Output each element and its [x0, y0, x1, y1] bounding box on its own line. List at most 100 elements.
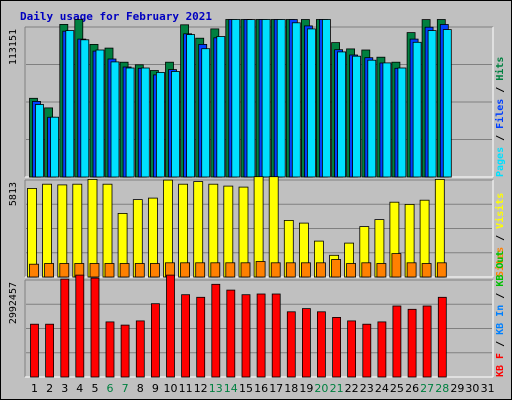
legend-entry: KB In — [495, 305, 506, 335]
bar-sites-day-5 — [89, 263, 100, 278]
legend-entry: Sites — [494, 247, 506, 277]
legend-entry: / — [495, 81, 506, 99]
bar-kb-f-day-7 — [120, 324, 130, 378]
legend-entry: Files — [494, 99, 506, 129]
x-tick-label-day-14: 14 — [224, 382, 238, 395]
bar-sites-day-16 — [255, 261, 266, 278]
bar-kb-f-day-2 — [45, 323, 54, 378]
bar-sites-day-3 — [59, 263, 70, 278]
bar-sites-day-22 — [346, 263, 357, 278]
legend-entry: / — [495, 129, 506, 147]
legend-entry: KB F — [495, 353, 506, 377]
bar-kb-f-day-11 — [181, 294, 191, 378]
x-tick-label-day-25: 25 — [390, 382, 404, 395]
bar-sites-day-28 — [436, 262, 447, 278]
x-tick-label-day-31: 31 — [481, 382, 495, 395]
x-tick-label-day-4: 4 — [76, 382, 83, 395]
legend-entry: Hits — [494, 57, 506, 81]
x-tick-label-day-28: 28 — [435, 382, 449, 395]
bar-sites-day-7 — [119, 263, 130, 278]
bar-sites-day-13 — [210, 262, 221, 278]
bar-visits-day-4 — [72, 183, 83, 278]
panel-3-ymax-label: 2992457 — [8, 282, 19, 324]
x-tick-label-day-3: 3 — [61, 382, 68, 395]
bar-pages-day-9 — [155, 72, 165, 178]
bar-sites-day-11 — [180, 262, 191, 278]
bar-visits-day-1 — [27, 187, 37, 278]
bar-pages-day-19 — [306, 28, 316, 178]
bar-visits-day-17 — [268, 176, 279, 278]
bar-sites-day-1 — [29, 263, 39, 278]
bar-kb-f-day-18 — [286, 311, 296, 378]
x-tick-label-day-1: 1 — [31, 382, 38, 395]
bar-sites-day-20 — [315, 262, 326, 278]
bar-pages-day-25 — [397, 67, 407, 178]
x-tick-label-day-17: 17 — [269, 382, 283, 395]
bar-sites-day-24 — [376, 263, 387, 278]
x-tick-label-day-27: 27 — [420, 382, 434, 395]
x-tick-label-day-22: 22 — [345, 382, 359, 395]
x-tick-label-day-29: 29 — [450, 382, 464, 395]
bar-kb-f-day-21 — [332, 316, 342, 378]
panel-2-legend: Sites / Visits — [494, 193, 506, 277]
bar-sites-day-14 — [225, 262, 236, 278]
bar-pages-day-20 — [321, 19, 331, 178]
legend-entry: Pages — [495, 147, 506, 177]
bar-kb-f-day-14 — [226, 289, 236, 378]
bar-pages-day-2 — [50, 116, 59, 178]
bar-kb-f-day-26 — [407, 308, 417, 378]
x-tick-label-day-26: 26 — [405, 382, 419, 395]
bar-pages-day-10 — [171, 71, 180, 178]
bar-sites-day-26 — [406, 262, 417, 278]
bar-visits-day-2 — [42, 183, 52, 278]
x-tick-label-day-7: 7 — [122, 382, 129, 395]
bar-pages-day-27 — [427, 30, 437, 178]
panel-1-legend: Pages / Files / Hits — [494, 57, 506, 177]
bar-sites-day-23 — [361, 262, 372, 278]
bar-kb-f-day-17 — [271, 293, 281, 378]
bar-kb-f-day-8 — [135, 320, 145, 378]
bar-sites-day-8 — [134, 263, 145, 278]
bar-sites-day-21 — [331, 259, 342, 278]
bar-sites-day-12 — [195, 262, 206, 278]
x-tick-label-day-10: 10 — [164, 382, 178, 395]
x-tick-label-day-24: 24 — [375, 382, 389, 395]
bar-kb-f-day-23 — [362, 323, 372, 378]
legend-entry: / — [495, 287, 506, 305]
x-tick-label-day-23: 23 — [360, 382, 374, 395]
bar-kb-f-day-19 — [301, 308, 311, 378]
bar-pages-day-21 — [337, 51, 347, 178]
bar-pages-day-12 — [201, 48, 211, 178]
x-tick-label-day-16: 16 — [254, 382, 268, 395]
bar-kb-f-day-28 — [437, 296, 447, 378]
bar-kb-f-day-24 — [377, 321, 387, 378]
bar-pages-day-8 — [140, 67, 150, 178]
bar-pages-day-11 — [186, 34, 196, 178]
bar-pages-day-15 — [246, 19, 256, 178]
bar-kb-f-day-22 — [347, 320, 357, 378]
bar-kb-f-day-4 — [75, 274, 85, 378]
panel-1-ymax-label: 113151 — [8, 29, 19, 65]
x-tick-label-day-8: 8 — [137, 382, 144, 395]
bar-pages-day-23 — [367, 59, 377, 178]
bar-kb-f-day-13 — [211, 283, 221, 378]
x-tick-label-day-20: 20 — [314, 382, 328, 395]
bar-sites-day-27 — [421, 263, 432, 278]
legend-entry: / — [495, 229, 506, 247]
x-tick-label-day-19: 19 — [299, 382, 313, 395]
bar-pages-day-18 — [291, 22, 301, 178]
x-tick-label-day-15: 15 — [239, 382, 253, 395]
bar-pages-day-28 — [442, 29, 452, 178]
bar-sites-day-2 — [44, 263, 54, 278]
panel-3-legend: KB F / KB In / KB Out — [495, 251, 506, 377]
bar-visits-day-6 — [102, 183, 113, 278]
bar-kb-f-day-10 — [166, 274, 175, 378]
bar-sites-day-19 — [300, 262, 311, 278]
bar-pages-day-14 — [231, 19, 241, 178]
bar-kb-f-day-12 — [196, 296, 206, 378]
bar-pages-day-26 — [412, 41, 422, 178]
bar-kb-f-day-1 — [30, 323, 39, 378]
bar-kb-f-day-15 — [241, 294, 251, 378]
bar-pages-day-17 — [276, 19, 286, 178]
x-tick-label-day-5: 5 — [92, 382, 99, 395]
